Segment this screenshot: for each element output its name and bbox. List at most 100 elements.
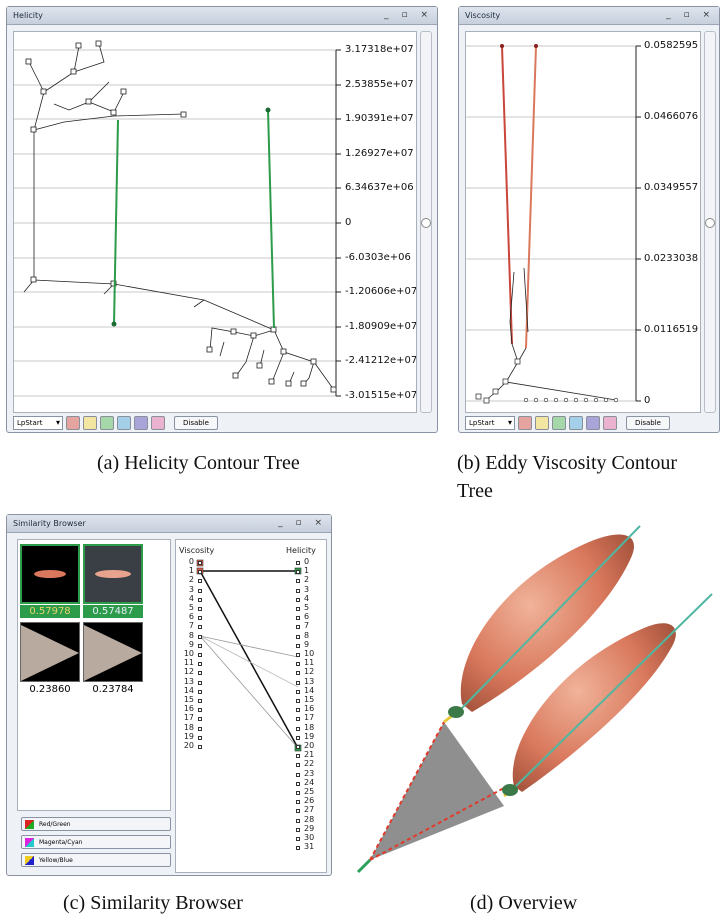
scroll-knob[interactable] [421,218,431,228]
window-controls[interactable]: _ ▫ × [278,518,327,528]
helicity-axis-label: 6.34637e+06 [345,182,414,193]
helicity-node-box[interactable] [296,735,300,740]
window-controls[interactable]: _ ▫ × [384,10,433,20]
similarity-titlebar[interactable]: Similarity Browser _ ▫ × [7,515,331,533]
helicity-node-box[interactable] [296,763,300,768]
viscosity-node-box[interactable] [198,616,202,621]
viscosity-node-box[interactable] [198,653,202,657]
helicity-node-number: 22 [304,759,315,769]
helicity-node-box[interactable] [296,809,300,814]
color-swatch[interactable] [134,416,148,430]
viscosity-axis-label: 0.0233038 [644,253,699,264]
viscosity-node-box[interactable] [198,680,202,685]
viscosity-node-box[interactable] [198,717,202,722]
helicity-node-box[interactable] [296,837,300,841]
viscosity-node-box[interactable] [198,597,202,602]
viscosity-node-box[interactable] [198,561,202,565]
helicity-node-box[interactable] [296,662,300,667]
viscosity-node-box[interactable] [198,579,202,584]
viscosity-node-box[interactable] [198,662,202,667]
viscosity-node-box[interactable] [198,745,202,749]
helicity-node-box[interactable] [296,689,300,694]
window-controls[interactable]: _ ▫ × [666,10,715,20]
scroll-knob[interactable] [705,218,715,228]
helicity-node-number: 13 [304,676,315,686]
helicity-node-box[interactable] [296,818,300,823]
helicity-node-box[interactable] [296,745,300,749]
viscosity-node-box[interactable] [198,570,202,575]
thumbnail-match[interactable] [20,622,80,682]
viscosity-node-box[interactable] [198,607,202,611]
viscosity-scrollbar[interactable] [704,31,716,413]
viscosity-node-box[interactable] [198,625,202,630]
helicity-titlebar[interactable]: Helicity _ ▫ × [7,7,437,25]
helicity-node-box[interactable] [296,754,300,759]
viscosity-node-box[interactable] [198,671,202,676]
helicity-node-box[interactable] [296,561,300,565]
viscosity-axis-label: 0.0116519 [644,324,699,335]
helicity-node-box[interactable] [296,607,300,611]
helicity-node-box[interactable] [296,653,300,657]
color-swatch[interactable] [518,416,532,430]
helicity-node-box[interactable] [296,827,300,832]
viscosity-node-box[interactable] [198,699,202,703]
viscosity-plot[interactable]: 0.0582595 0.0466076 0.0349557 0.0233038 … [465,31,701,413]
color-swatch[interactable] [552,416,566,430]
helicity-node-box[interactable] [296,597,300,602]
color-swatch[interactable] [151,416,165,430]
helicity-plot[interactable]: 3.17318e+07 2.53855e+07 1.90391e+07 1.26… [13,31,417,413]
helicity-node-number: 19 [304,731,315,741]
helicity-node-box[interactable] [296,781,300,786]
overview-render[interactable] [354,516,724,880]
helicity-node-box[interactable] [296,643,300,648]
helicity-window: Helicity _ ▫ × [6,6,438,433]
viscosity-node-box[interactable] [198,634,202,639]
helicity-node-box[interactable] [296,708,300,713]
magenta-cyan-button[interactable]: Magenta/Cyan [21,835,171,849]
color-swatch[interactable] [535,416,549,430]
viscosity-node-box[interactable] [198,708,202,713]
color-swatch[interactable] [117,416,131,430]
color-swatch[interactable] [100,416,114,430]
color-swatch[interactable] [569,416,583,430]
viscosity-titlebar[interactable]: Viscosity _ ▫ × [459,7,719,25]
helicity-scrollbar[interactable] [420,31,432,413]
viscosity-node-box[interactable] [198,689,202,694]
color-swatch[interactable] [83,416,97,430]
yellow-blue-button[interactable]: Yellow/Blue [21,853,171,867]
thumbnail-match[interactable] [83,544,143,604]
helicity-node-box[interactable] [296,579,300,584]
helicity-node-box[interactable] [296,680,300,685]
helicity-node-box[interactable] [296,625,300,630]
helicity-node-box[interactable] [296,846,300,851]
viscosity-node-number: 5 [188,603,194,612]
helicity-node-box[interactable] [296,671,300,676]
viscosity-toolbar: LpStart Disable [465,415,670,431]
mode-select[interactable]: LpStart [13,416,63,430]
viscosity-node-box[interactable] [198,726,202,731]
helicity-node-box[interactable] [296,570,300,575]
disable-button[interactable]: Disable [626,416,670,430]
disable-button[interactable]: Disable [174,416,218,430]
helicity-node-box[interactable] [296,717,300,722]
helicity-node-box[interactable] [296,726,300,731]
helicity-node-box[interactable] [296,634,300,639]
helicity-node-box[interactable] [296,699,300,703]
helicity-node-box[interactable] [296,800,300,805]
color-swatch[interactable] [66,416,80,430]
helicity-node-number: 14 [304,685,315,695]
helicity-node-box[interactable] [296,772,300,777]
viscosity-node-box[interactable] [198,588,202,593]
thumbnail-match[interactable] [20,544,80,604]
color-swatch[interactable] [603,416,617,430]
color-swatch[interactable] [586,416,600,430]
helicity-node-box[interactable] [296,616,300,621]
helicity-node-box[interactable] [296,588,300,593]
mode-select[interactable]: LpStart [465,416,515,430]
viscosity-node-box[interactable] [198,643,202,648]
red-green-button[interactable]: Red/Green [21,817,171,831]
helicity-node-box[interactable] [296,791,300,795]
viscosity-node-box[interactable] [198,735,202,740]
helicity-node-number: 1 [304,566,310,576]
thumbnail-match[interactable] [83,622,143,682]
